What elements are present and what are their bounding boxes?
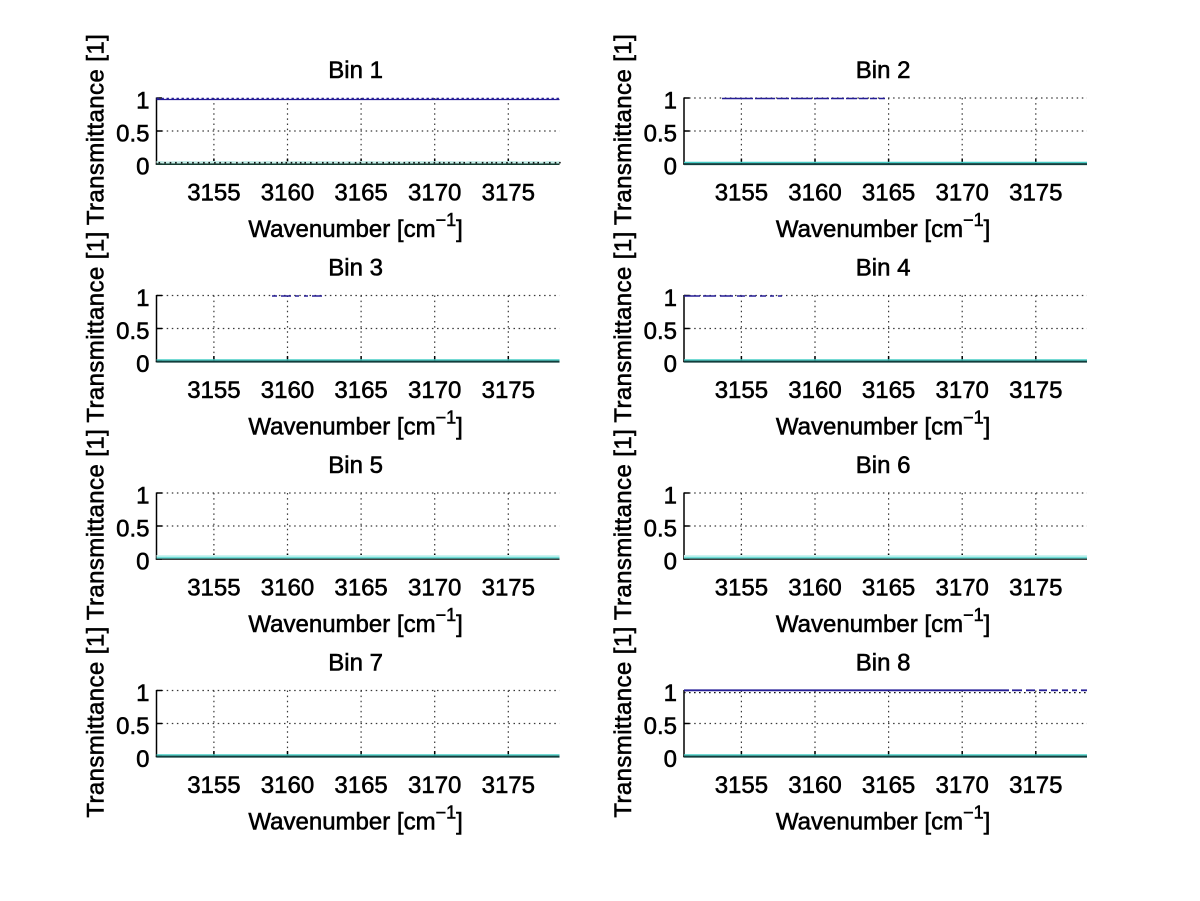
svg-text:0.5: 0.5: [116, 713, 149, 740]
svg-text:3165: 3165: [862, 180, 915, 207]
svg-text:3160: 3160: [261, 180, 314, 207]
svg-text:3155: 3155: [715, 772, 768, 799]
svg-text:3155: 3155: [715, 575, 768, 602]
svg-text:Transmittance [1]: Transmittance [1]: [83, 34, 110, 225]
svg-text:Transmittance [1]: Transmittance [1]: [83, 429, 110, 620]
svg-text:0.5: 0.5: [644, 121, 677, 148]
svg-text:3170: 3170: [936, 180, 989, 207]
svg-text:Wavenumber [cm−1]: Wavenumber [cm−1]: [776, 605, 990, 638]
svg-text:0.5: 0.5: [644, 713, 677, 740]
svg-text:0.5: 0.5: [116, 318, 149, 345]
svg-text:3175: 3175: [1009, 180, 1062, 207]
svg-text:3155: 3155: [187, 180, 240, 207]
svg-text:0.5: 0.5: [644, 516, 677, 543]
svg-text:3170: 3170: [936, 575, 989, 602]
svg-text:3175: 3175: [1009, 575, 1062, 602]
svg-text:0: 0: [136, 351, 149, 378]
svg-text:3160: 3160: [261, 377, 314, 404]
svg-text:1: 1: [664, 680, 677, 707]
svg-text:3175: 3175: [1009, 377, 1062, 404]
svg-text:0: 0: [664, 154, 677, 181]
svg-text:3175: 3175: [482, 772, 535, 799]
svg-text:3175: 3175: [1009, 772, 1062, 799]
svg-text:3160: 3160: [788, 377, 841, 404]
svg-text:3170: 3170: [408, 772, 461, 799]
svg-text:Wavenumber [cm−1]: Wavenumber [cm−1]: [776, 210, 990, 243]
svg-text:3170: 3170: [408, 575, 461, 602]
svg-text:Transmittance [1]: Transmittance [1]: [610, 429, 637, 620]
svg-text:Bin 5: Bin 5: [328, 452, 383, 479]
svg-text:3160: 3160: [788, 180, 841, 207]
svg-text:0: 0: [136, 549, 149, 576]
svg-text:Transmittance [1]: Transmittance [1]: [83, 626, 110, 817]
svg-text:3175: 3175: [482, 377, 535, 404]
svg-text:Wavenumber [cm−1]: Wavenumber [cm−1]: [248, 210, 462, 243]
svg-text:Bin 8: Bin 8: [856, 650, 911, 677]
svg-text:3170: 3170: [408, 180, 461, 207]
svg-text:3165: 3165: [334, 575, 387, 602]
svg-text:Wavenumber [cm−1]: Wavenumber [cm−1]: [248, 605, 462, 638]
svg-text:3160: 3160: [261, 575, 314, 602]
svg-text:3165: 3165: [862, 377, 915, 404]
svg-text:3155: 3155: [715, 377, 768, 404]
svg-text:0: 0: [664, 549, 677, 576]
svg-text:1: 1: [664, 483, 677, 510]
svg-text:3160: 3160: [788, 772, 841, 799]
svg-text:Bin 3: Bin 3: [328, 255, 383, 282]
svg-text:3155: 3155: [187, 772, 240, 799]
svg-text:Transmittance [1]: Transmittance [1]: [610, 626, 637, 817]
svg-text:3155: 3155: [187, 575, 240, 602]
svg-text:Bin 6: Bin 6: [856, 452, 911, 479]
svg-text:1: 1: [136, 483, 149, 510]
svg-text:Wavenumber [cm−1]: Wavenumber [cm−1]: [776, 803, 990, 836]
svg-text:Bin 4: Bin 4: [856, 255, 911, 282]
svg-text:3155: 3155: [715, 180, 768, 207]
svg-text:3155: 3155: [187, 377, 240, 404]
svg-text:1: 1: [136, 680, 149, 707]
svg-text:3170: 3170: [408, 377, 461, 404]
svg-text:3165: 3165: [334, 772, 387, 799]
svg-text:Transmittance [1]: Transmittance [1]: [610, 231, 637, 422]
svg-text:3165: 3165: [862, 772, 915, 799]
svg-text:0.5: 0.5: [116, 121, 149, 148]
svg-text:3170: 3170: [936, 377, 989, 404]
svg-text:3160: 3160: [788, 575, 841, 602]
svg-text:0: 0: [664, 746, 677, 773]
svg-text:0.5: 0.5: [116, 516, 149, 543]
svg-text:1: 1: [664, 88, 677, 115]
svg-text:3160: 3160: [261, 772, 314, 799]
svg-text:1: 1: [664, 285, 677, 312]
svg-text:Wavenumber [cm−1]: Wavenumber [cm−1]: [248, 408, 462, 441]
svg-text:3175: 3175: [482, 575, 535, 602]
svg-text:0.5: 0.5: [644, 318, 677, 345]
svg-text:Transmittance [1]: Transmittance [1]: [83, 231, 110, 422]
svg-text:Wavenumber [cm−1]: Wavenumber [cm−1]: [248, 803, 462, 836]
svg-text:1: 1: [136, 88, 149, 115]
svg-text:Bin 2: Bin 2: [856, 57, 911, 84]
svg-text:Bin 1: Bin 1: [328, 57, 383, 84]
svg-text:3170: 3170: [936, 772, 989, 799]
svg-text:Bin 7: Bin 7: [328, 650, 383, 677]
svg-text:1: 1: [136, 285, 149, 312]
svg-text:3175: 3175: [482, 180, 535, 207]
svg-text:3165: 3165: [334, 377, 387, 404]
svg-text:Wavenumber [cm−1]: Wavenumber [cm−1]: [776, 408, 990, 441]
svg-text:3165: 3165: [862, 575, 915, 602]
svg-text:0: 0: [136, 154, 149, 181]
svg-text:0: 0: [136, 746, 149, 773]
svg-text:0: 0: [664, 351, 677, 378]
svg-text:3165: 3165: [334, 180, 387, 207]
svg-text:Transmittance [1]: Transmittance [1]: [610, 34, 637, 225]
